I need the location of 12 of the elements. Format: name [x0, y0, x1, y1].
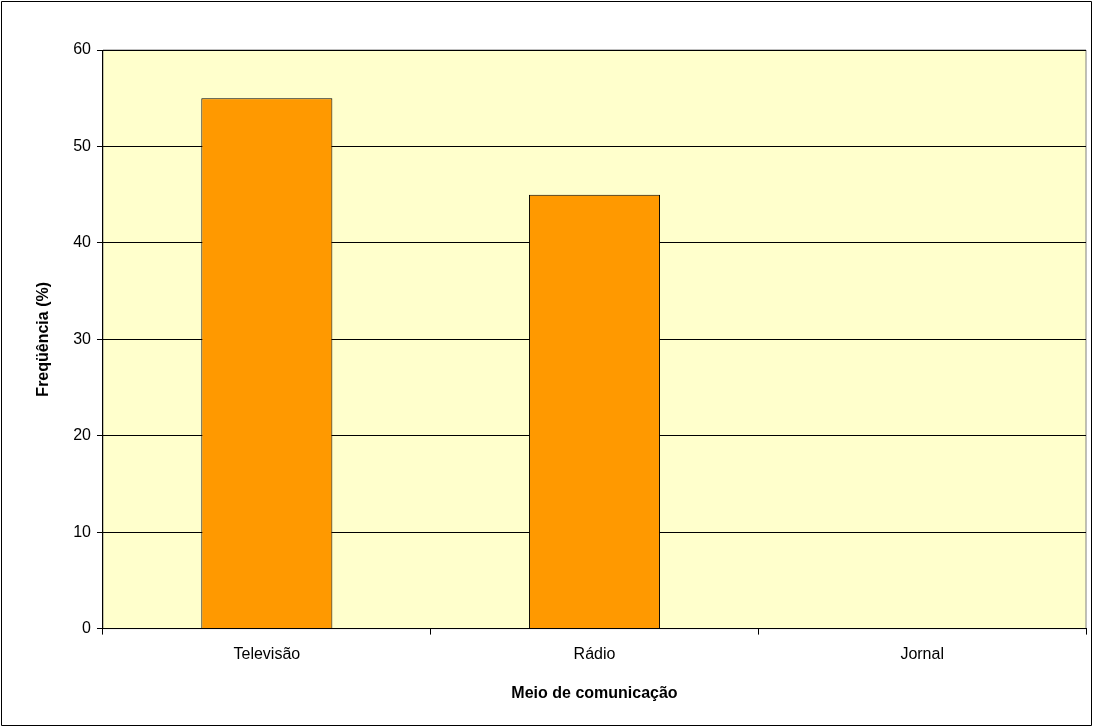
y-tick-label: 30: [73, 329, 92, 347]
x-axis-title: Meio de comunicação: [511, 683, 678, 701]
y-tick-label: 40: [73, 233, 92, 251]
x-tick-label: Televisão: [233, 644, 301, 662]
y-tick-label: 10: [73, 522, 92, 540]
x-tick-label: Jornal: [900, 644, 944, 662]
y-tick-label: 50: [73, 136, 92, 154]
y-tick-label: 20: [73, 426, 92, 444]
y-tick-label: 0: [82, 619, 92, 637]
x-tick-label: Rádio: [573, 644, 616, 662]
y-axis-title: Freqüência (%): [34, 281, 52, 397]
y-tick-label: 60: [73, 40, 92, 58]
